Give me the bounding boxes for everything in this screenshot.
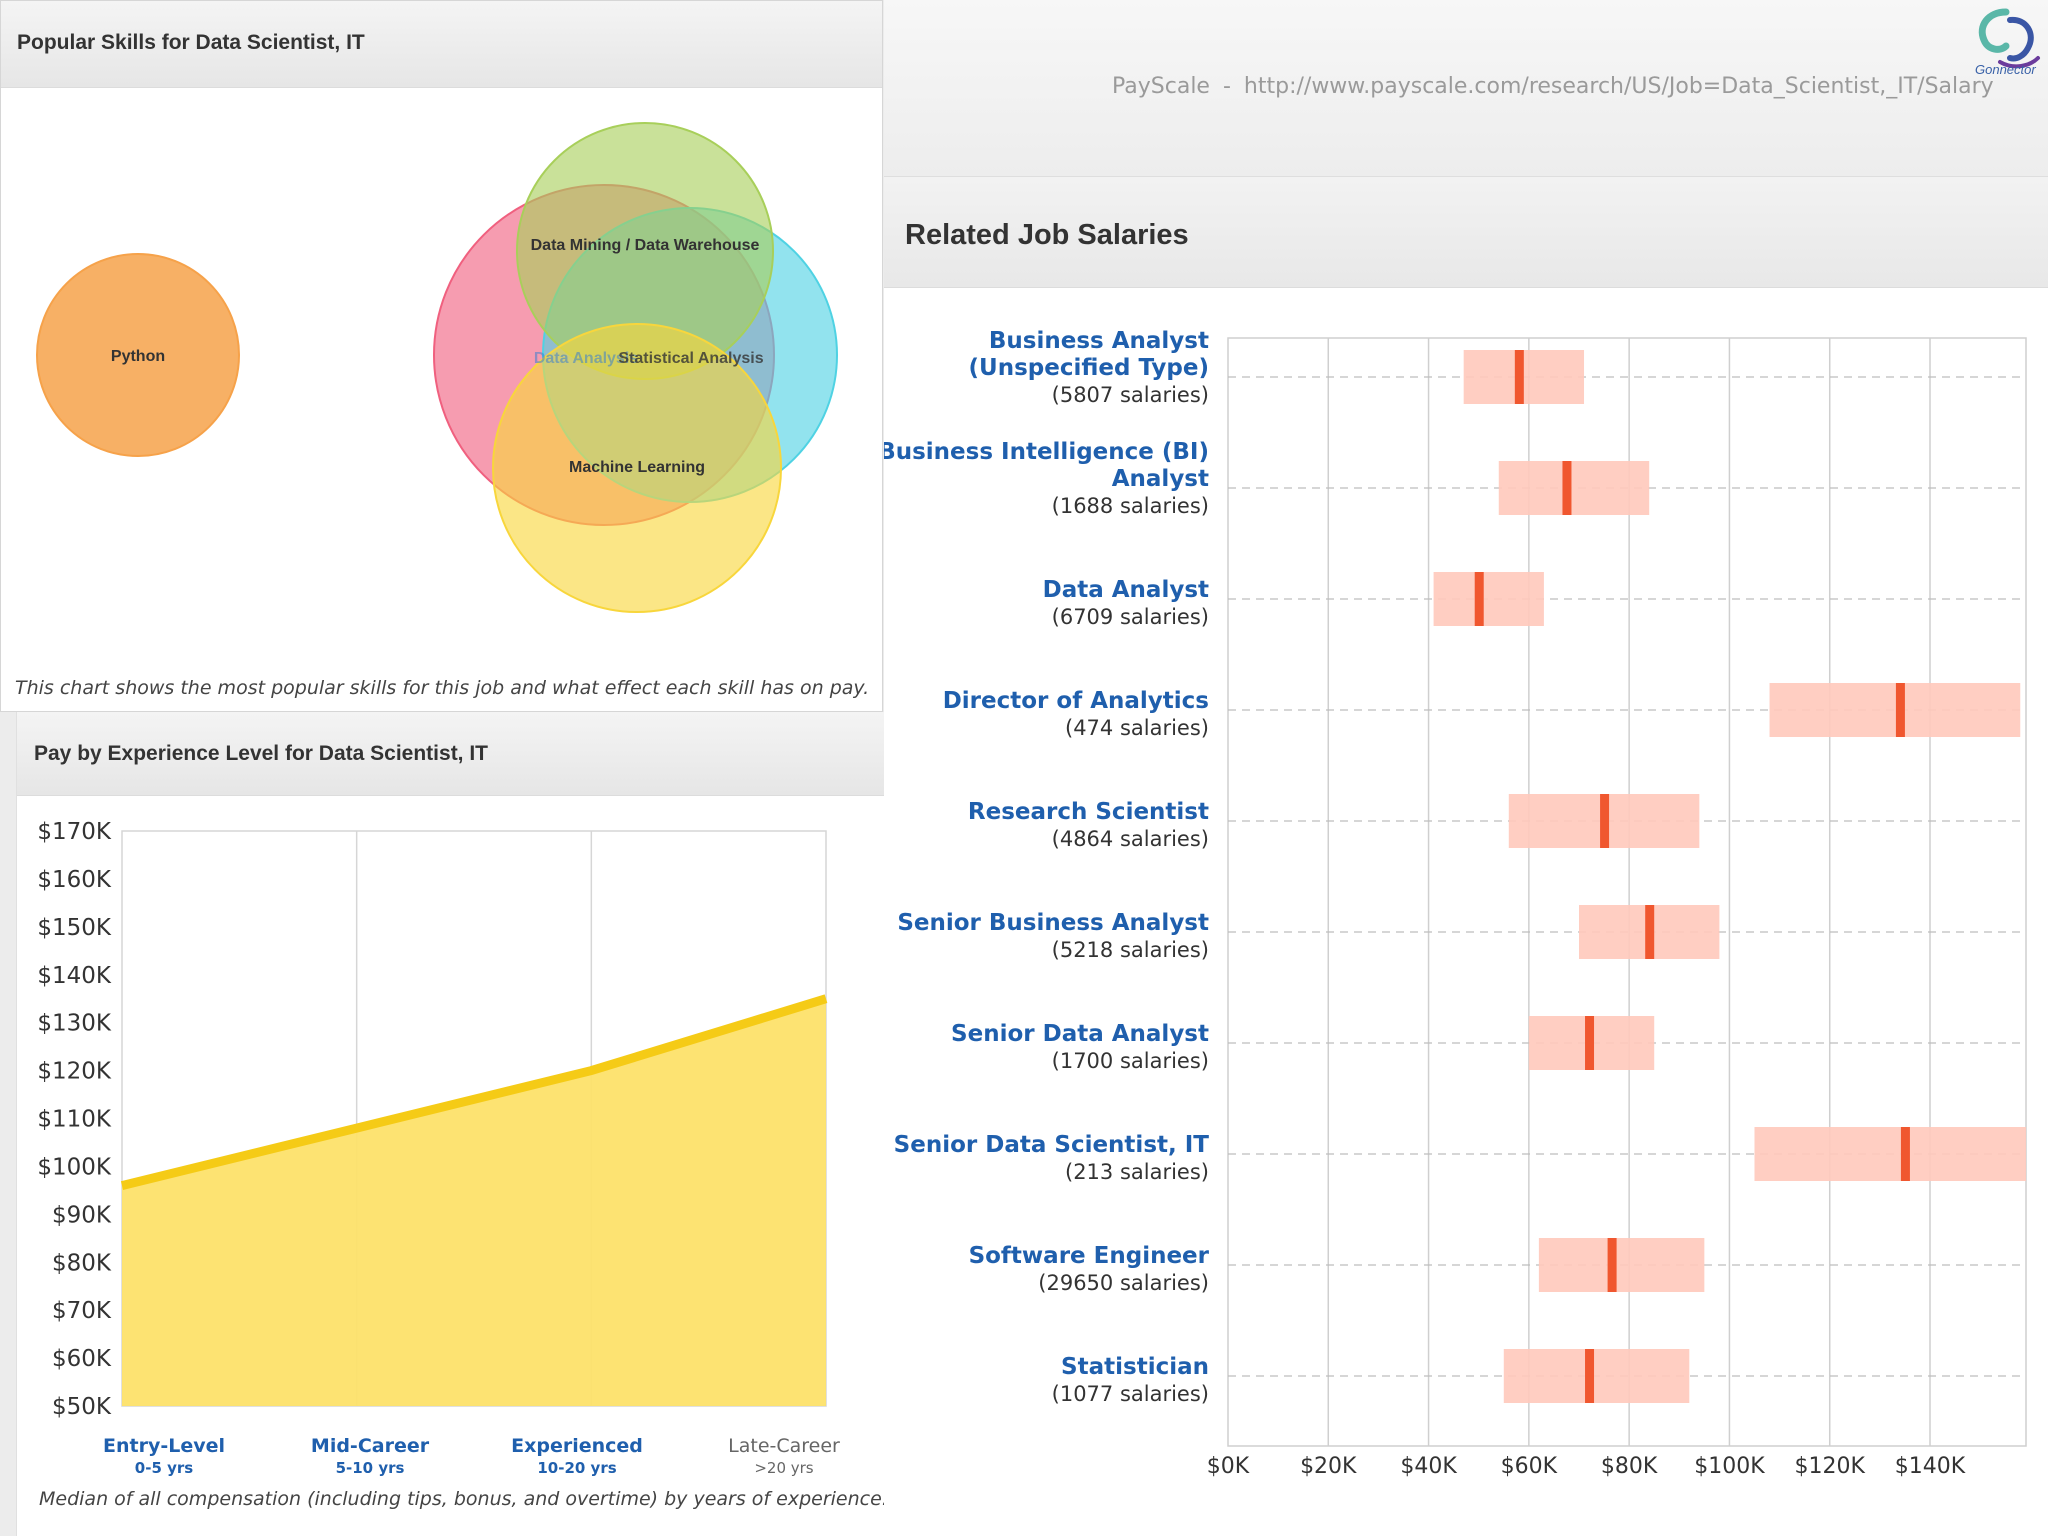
- related-job-salaries-panel: Related Job Salaries $0K $20K $40K $60K $80K…: [884, 176, 2048, 1536]
- job-title-link[interactable]: Statistician: [1061, 1354, 1209, 1380]
- skills-venn-chart: Python Data Mining / Data Warehouse Data A…: [36, 122, 838, 613]
- job-title-link[interactable]: Research Scientist: [968, 799, 1209, 825]
- pay-by-experience-panel: Pay by Experience Level for Data Scienti…: [16, 712, 888, 1536]
- salary-median-marker-senior-data-scientist-it: [1900, 1127, 1910, 1181]
- salary-range-bar-statistician: [1503, 1349, 1690, 1403]
- job-salary-count: (213 salaries): [1065, 1160, 1209, 1184]
- x-tick-label: $60K: [1501, 1454, 1558, 1479]
- job-title-link[interactable]: Senior Data Analyst: [951, 1021, 1209, 1047]
- pay-by-experience-chart: $170K $160K $150K $140K $130K $120K $110K $100K…: [37, 819, 840, 1477]
- job-title-link[interactable]: Director of Analytics: [943, 688, 1209, 714]
- x-tick-label: $40K: [1400, 1454, 1457, 1479]
- pay-by-experience-title: Pay by Experience Level for Data Scienti…: [34, 742, 489, 765]
- salary-median-marker-senior-data-analyst: [1585, 1016, 1595, 1070]
- job-salary-count: (474 salaries): [1065, 716, 1209, 740]
- swirl-logo-icon: [1978, 8, 2040, 69]
- salary-range-bar-data-analyst: [1433, 572, 1544, 626]
- category-label-mid-career: Mid-Career: [311, 1435, 430, 1457]
- salary-range-bar-software-engineer: [1538, 1238, 1705, 1292]
- pay-median-line: [120, 994, 828, 1190]
- source-bar: PayScale - http://www.payscale.com/resea…: [884, 0, 2048, 176]
- salary-range-bar-business-intelligence-bi-analyst: [1498, 461, 1650, 515]
- skill-label-machine-learning: Machine Learning: [569, 459, 705, 476]
- y-tick-label: $110K: [37, 1107, 112, 1133]
- x-tick-label: $120K: [1795, 1454, 1866, 1479]
- category-label-late-career: Late-Career: [728, 1435, 840, 1457]
- salary-median-marker-business-intelligence-bi-analyst: [1562, 461, 1572, 515]
- y-tick-label: $170K: [37, 819, 112, 845]
- job-salary-count: (1700 salaries): [1052, 1049, 1209, 1073]
- source-citation: PayScale - http://www.payscale.com/resea…: [1112, 74, 1994, 99]
- x-tick-label: $0K: [1207, 1454, 1250, 1479]
- popular-skills-panel: Popular Skills for Data Scientist, IT Py…: [0, 0, 883, 712]
- job-salary-count: (29650 salaries): [1038, 1271, 1209, 1295]
- job-title-link[interactable]: Business Analyst: [989, 328, 1209, 354]
- salary-median-marker-business-analyst-unspecified-type: [1514, 350, 1524, 404]
- salary-median-marker-data-analyst: [1474, 572, 1484, 626]
- experience-caption: Median of all compensation (including ti…: [39, 1488, 888, 1510]
- skill-bubble-machine-learning: [492, 323, 782, 613]
- y-tick-label: $150K: [37, 915, 112, 941]
- y-tick-label: $100K: [37, 1154, 112, 1180]
- job-title-link[interactable]: Software Engineer: [969, 1243, 1210, 1269]
- job-title-link[interactable]: (Unspecified Type): [969, 355, 1209, 381]
- source-url-link[interactable]: http://www.payscale.com/research/US/Job=…: [1243, 74, 1994, 99]
- skill-label-python: Python: [111, 348, 165, 365]
- y-tick-label: $120K: [37, 1059, 112, 1085]
- salary-range-bar-director-of-analytics: [1769, 683, 2021, 737]
- x-tick-label: $20K: [1300, 1454, 1357, 1479]
- y-tick-label: $50K: [52, 1394, 112, 1420]
- job-title-link[interactable]: Senior Business Analyst: [897, 910, 1209, 936]
- skills-caption: This chart shows the most popular skills…: [15, 677, 870, 699]
- job-salary-count: (1688 salaries): [1052, 494, 1209, 518]
- pay-by-experience-header: Pay by Experience Level for Data Scienti…: [17, 712, 884, 796]
- job-salary-count: (6709 salaries): [1052, 605, 1209, 629]
- y-tick-label: $130K: [37, 1011, 112, 1037]
- salary-median-marker-software-engineer: [1607, 1238, 1617, 1292]
- related-job-salaries-title: Related Job Salaries: [905, 219, 1189, 251]
- skill-label-data-analysis: Data Analysis: [534, 350, 638, 367]
- source-separator: -: [1222, 74, 1231, 99]
- job-salary-count: (4864 salaries): [1052, 827, 1209, 851]
- x-tick-label: $100K: [1694, 1454, 1765, 1479]
- salary-median-marker-senior-business-analyst: [1645, 905, 1655, 959]
- y-tick-label: $160K: [37, 867, 112, 893]
- category-sublabel-mid-career: 5-10 yrs: [336, 1459, 405, 1477]
- y-tick-label: $140K: [37, 963, 112, 989]
- salary-median-marker-research-scientist: [1600, 794, 1610, 848]
- salary-median-marker-director-of-analytics: [1895, 683, 1905, 737]
- popular-skills-header: Popular Skills for Data Scientist, IT: [1, 1, 882, 88]
- category-label-experienced: Experienced: [511, 1435, 643, 1457]
- y-tick-label: $70K: [52, 1298, 112, 1324]
- popular-skills-title: Popular Skills for Data Scientist, IT: [17, 31, 365, 54]
- salary-range-bar-senior-data-scientist-it: [1754, 1127, 2026, 1181]
- job-salary-count: (5218 salaries): [1052, 938, 1209, 962]
- logo-text: Gonnector: [1975, 62, 2036, 77]
- x-tick-label: $140K: [1895, 1454, 1966, 1479]
- job-title-link[interactable]: Business Intelligence (BI): [884, 439, 1209, 465]
- salary-range-bar-business-analyst-unspecified-type: [1463, 350, 1585, 404]
- job-title-link[interactable]: Data Analyst: [1043, 577, 1209, 603]
- category-sublabel-late-career: >20 yrs: [754, 1459, 813, 1477]
- salary-median-marker-statistician: [1585, 1349, 1595, 1403]
- y-tick-label: $60K: [52, 1346, 112, 1372]
- category-sublabel-entry-level: 0-5 yrs: [135, 1459, 193, 1477]
- y-tick-label: $80K: [52, 1250, 112, 1276]
- job-title-link[interactable]: Analyst: [1112, 466, 1209, 492]
- skill-label-statistical-analysis: Statistical Analysis: [618, 350, 763, 367]
- y-tick-label: $90K: [52, 1202, 112, 1228]
- category-label-entry-level: Entry-Level: [103, 1435, 225, 1457]
- source-label: PayScale: [1112, 74, 1210, 99]
- skill-label-data-mining-data-warehouse: Data Mining / Data Warehouse: [531, 237, 760, 254]
- skill-bubble-python: [36, 253, 240, 457]
- job-title-link[interactable]: Senior Data Scientist, IT: [894, 1132, 1210, 1158]
- job-salary-count: (1077 salaries): [1052, 1382, 1209, 1406]
- category-sublabel-experienced: 10-20 yrs: [537, 1459, 616, 1477]
- related-job-salaries-chart: $0K $20K $40K $60K $80K $100K $120K $140K Busine…: [884, 328, 2027, 1479]
- pay-area: [122, 998, 826, 1406]
- job-salary-count: (5807 salaries): [1052, 383, 1209, 407]
- related-job-salaries-header: Related Job Salaries: [884, 176, 2048, 288]
- x-tick-label: $80K: [1601, 1454, 1658, 1479]
